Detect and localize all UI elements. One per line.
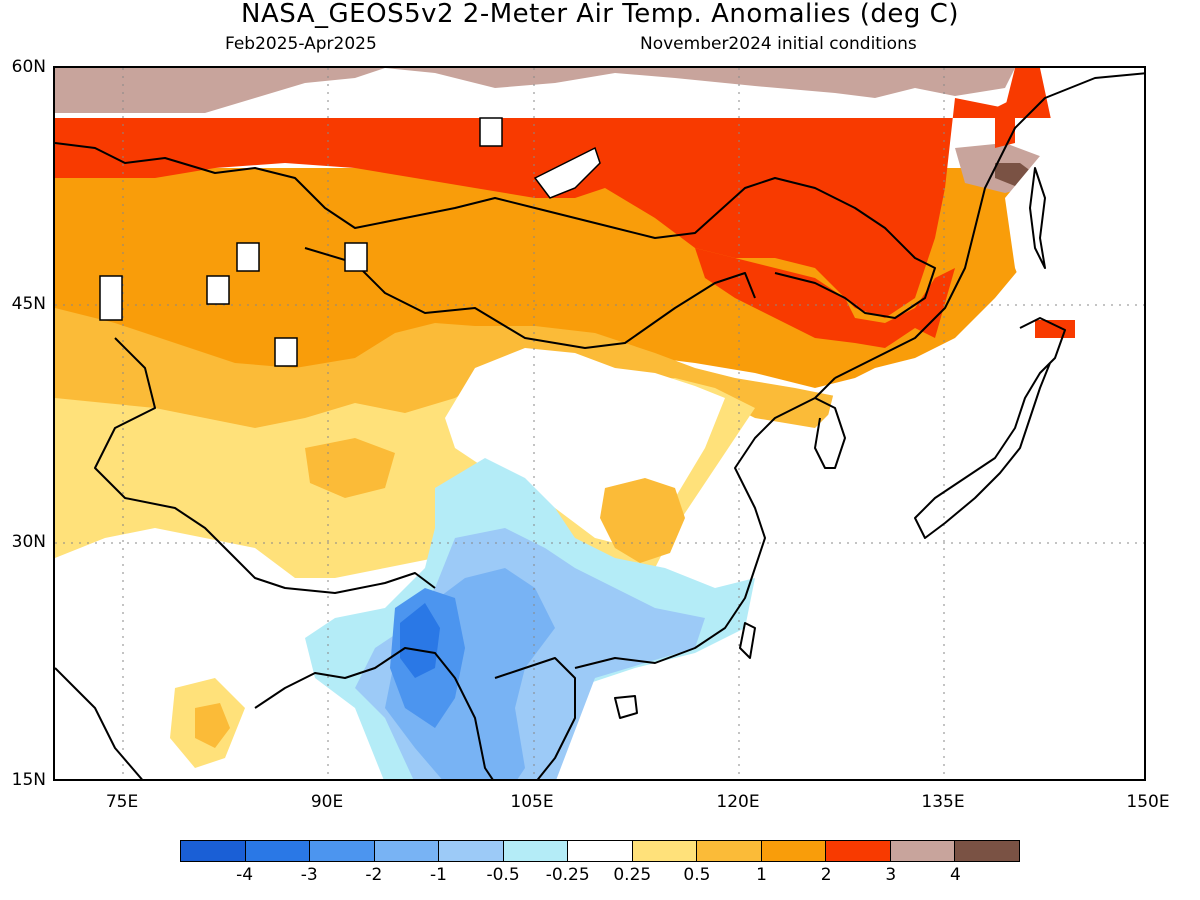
- colorbar-swatch: [955, 841, 1019, 861]
- colorbar-swatch: [245, 841, 311, 861]
- lat-label-15n: 15N: [11, 770, 46, 790]
- region-india-neutral: [55, 588, 315, 779]
- lon-label-120e: 120E: [716, 792, 760, 812]
- colorbar-tick-label: 0.25: [613, 865, 652, 885]
- colorbar-swatch: [826, 841, 891, 861]
- color-legend: [180, 840, 1020, 862]
- colorbar-swatch: [374, 841, 440, 861]
- region-siberia-band: [55, 68, 1144, 318]
- colorbar-tick-label: 1: [756, 865, 767, 885]
- colorbar-tick-label: -1: [429, 865, 447, 885]
- colorbar-tick-label: 0.5: [683, 865, 711, 885]
- colorbar-swatch: [310, 841, 375, 861]
- region-manchuria: [695, 248, 955, 348]
- region-northwest-corner: [55, 68, 1015, 113]
- colorbar-swatch: [503, 841, 569, 861]
- lon-label-105e: 105E: [510, 792, 554, 812]
- colorbar-tick-label: -0.5: [486, 865, 520, 885]
- colorbar-tick-label: -3: [300, 865, 318, 885]
- lon-label-75e: 75E: [105, 792, 139, 812]
- colorbar-swatch: [181, 841, 246, 861]
- colorbar-swatch: [439, 841, 504, 861]
- region-northern-china: [55, 308, 845, 438]
- lat-label-60n: 60N: [11, 57, 46, 77]
- colorbar-tick-label: -0.25: [545, 865, 590, 885]
- colorbar-tick-label: 3: [885, 865, 897, 885]
- colorbar-tick-label: -2: [365, 865, 383, 885]
- initial-conditions: November2024 initial conditions: [640, 34, 917, 54]
- lon-label-90e: 90E: [310, 792, 344, 812]
- anomaly-map: [55, 68, 1144, 779]
- colorbar-swatch: [890, 841, 956, 861]
- lon-label-135e: 135E: [921, 792, 965, 812]
- colorbar-tick-label: -4: [236, 865, 254, 885]
- colorbar-tick-label: 4: [949, 865, 961, 885]
- colorbar-swatch: [761, 841, 827, 861]
- colorbar-swatch: [632, 841, 698, 861]
- forecast-period: Feb2025-Apr2025: [225, 34, 377, 54]
- colorbar-swatch: [568, 841, 633, 861]
- lat-label-30n: 30N: [11, 532, 46, 552]
- coastlines-and-borders: [55, 72, 1144, 779]
- colorbar-tick-label: 2: [820, 865, 832, 885]
- map-panel: [53, 66, 1146, 781]
- lakes: [99, 117, 601, 367]
- colorbar-swatch: [697, 841, 762, 861]
- lon-label-150e: 150E: [1126, 792, 1170, 812]
- lat-label-45n: 45N: [11, 294, 46, 314]
- region-hokkaido-east: [1035, 320, 1075, 338]
- map-title: NASA_GEOS5v2 2-Meter Air Temp. Anomalies…: [241, 0, 959, 29]
- region-sichuan-warm: [600, 478, 685, 563]
